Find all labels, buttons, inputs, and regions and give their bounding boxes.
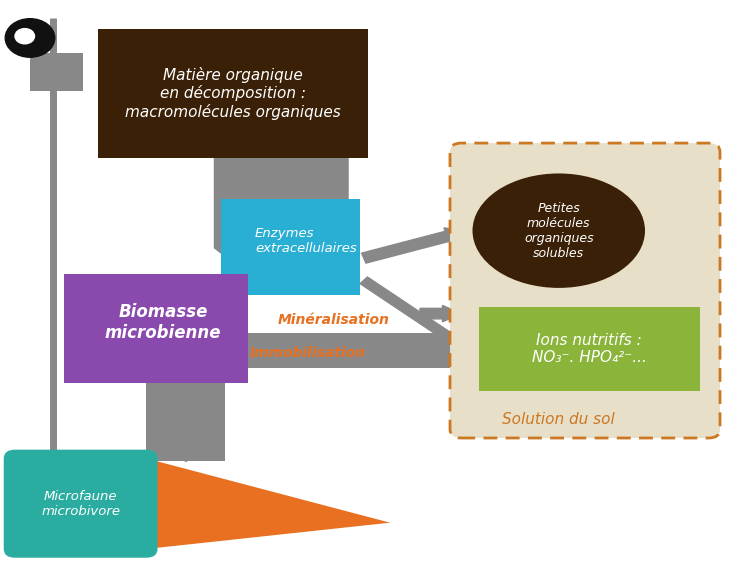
FancyBboxPatch shape xyxy=(64,274,248,383)
Text: Biomasse
microbienne: Biomasse microbienne xyxy=(105,303,221,342)
Ellipse shape xyxy=(472,173,645,288)
FancyArrow shape xyxy=(360,277,469,350)
Polygon shape xyxy=(214,158,349,292)
Text: Enzymes
extracellulaires: Enzymes extracellulaires xyxy=(255,227,357,255)
FancyBboxPatch shape xyxy=(4,450,158,558)
FancyArrow shape xyxy=(420,350,461,363)
FancyArrow shape xyxy=(362,228,469,263)
Text: Minéralisation: Minéralisation xyxy=(278,313,390,327)
FancyBboxPatch shape xyxy=(221,199,360,295)
Polygon shape xyxy=(146,458,390,549)
FancyBboxPatch shape xyxy=(450,143,720,438)
FancyBboxPatch shape xyxy=(98,29,368,158)
Text: Petites
molécules
organiques
solubles: Petites molécules organiques solubles xyxy=(524,201,593,260)
Text: Immobilisation: Immobilisation xyxy=(250,346,365,360)
Text: Matière organique
en décomposition :
macromolécules organiques: Matière organique en décomposition : mac… xyxy=(124,67,340,120)
Text: Ions nutritifs :
NO₃⁻. HPO₄²⁻...: Ions nutritifs : NO₃⁻. HPO₄²⁻... xyxy=(532,333,646,365)
FancyArrow shape xyxy=(420,305,461,322)
Text: Microfaune
microbivore: Microfaune microbivore xyxy=(41,490,120,517)
Circle shape xyxy=(5,19,55,57)
Circle shape xyxy=(15,29,34,44)
Text: Solution du sol: Solution du sol xyxy=(503,412,615,427)
Polygon shape xyxy=(154,333,461,368)
Polygon shape xyxy=(146,368,225,461)
FancyBboxPatch shape xyxy=(30,53,82,91)
FancyBboxPatch shape xyxy=(478,307,700,391)
FancyArrow shape xyxy=(158,438,214,461)
